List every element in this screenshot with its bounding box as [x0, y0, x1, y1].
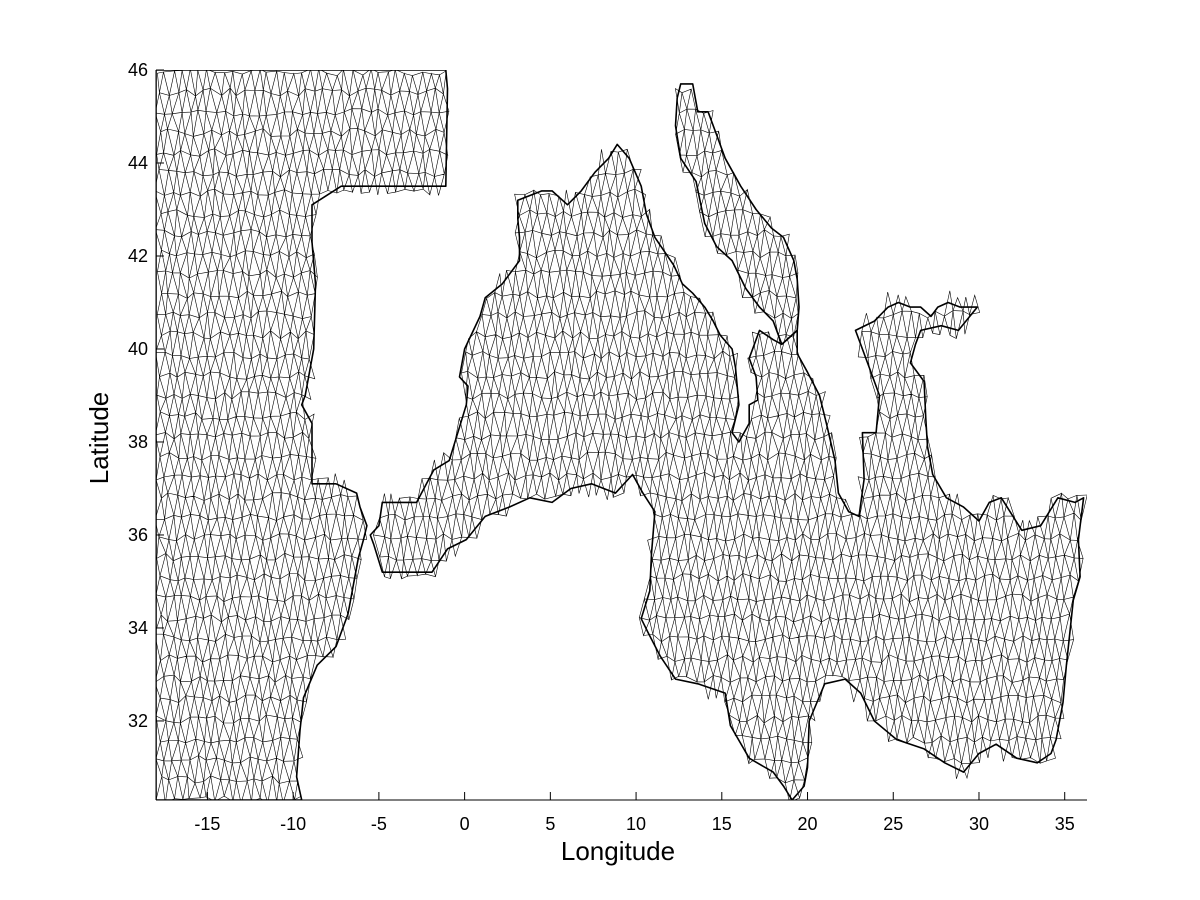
axes: -15 -10 -5 0 5 10 15 20 25 30 35 32 34 36 38 40 42 44 46 [128, 60, 1087, 834]
y-tick-label: 44 [128, 153, 148, 173]
boundary-atlantic [156, 70, 449, 800]
y-tick-label: 36 [128, 525, 148, 545]
y-tick-label: 46 [128, 60, 148, 80]
x-tick-label: 30 [969, 814, 989, 834]
y-axis-title: Latitude [84, 392, 114, 485]
y-tick-label: 42 [128, 246, 148, 266]
mesh-layer [156, 70, 1087, 800]
y-tick-label: 32 [128, 711, 148, 731]
x-tick-label: 35 [1055, 814, 1075, 834]
boundary-mediterranean [369, 143, 1085, 800]
y-tick-label: 34 [128, 618, 148, 638]
x-tick-label: 20 [798, 814, 818, 834]
x-tick-label: 10 [626, 814, 646, 834]
triangular-mesh [156, 70, 1087, 800]
x-tick-label: -15 [194, 814, 220, 834]
y-tick-label: 38 [128, 432, 148, 452]
x-tick-label: 25 [883, 814, 903, 834]
x-tick-label: 5 [545, 814, 555, 834]
x-axis-title: Longitude [561, 836, 675, 866]
x-tick-label: -10 [280, 814, 306, 834]
y-tick-label: 40 [128, 339, 148, 359]
x-tick-label: 0 [460, 814, 470, 834]
x-tick-label: 15 [712, 814, 732, 834]
coastline-layer [156, 70, 1085, 800]
x-tick-label: -5 [371, 814, 387, 834]
boundary-adriatic [674, 83, 800, 346]
